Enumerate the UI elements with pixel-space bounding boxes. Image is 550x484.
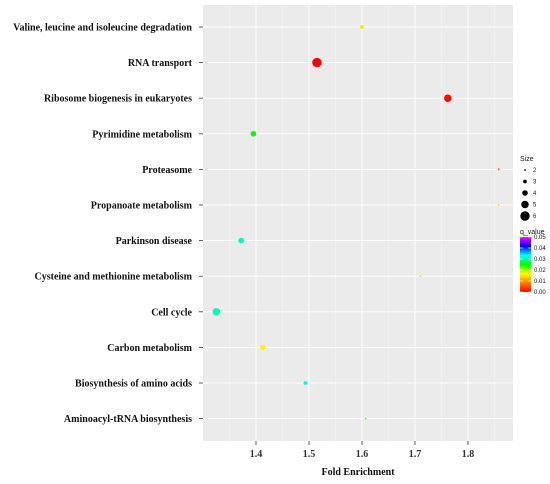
category-label: Cysteine and methionine metabolism	[35, 272, 193, 283]
data-points	[212, 25, 500, 420]
data-point	[212, 308, 220, 316]
q-value-label: 0.01	[534, 279, 546, 285]
data-point	[238, 237, 244, 244]
size-legend-key	[520, 211, 530, 221]
category-label: Parkinson disease	[116, 236, 193, 247]
size-legend-key	[524, 169, 526, 171]
y-axis-ticks	[199, 26, 203, 420]
size-legend-key	[521, 200, 529, 209]
x-tick-label: 1.5	[303, 449, 316, 460]
size-legend-key	[522, 190, 528, 196]
size-legend: Size 2 3 4 5 6	[520, 156, 537, 221]
x-tick-label: 1.7	[409, 449, 422, 460]
size-legend-key	[523, 179, 527, 184]
q-value-label: 0.02	[534, 268, 546, 274]
category-label: Proteasome	[142, 165, 192, 176]
data-point	[360, 25, 364, 29]
x-axis-title: Fold Enrichment	[321, 467, 395, 478]
data-point	[419, 275, 422, 278]
size-legend-label: 6	[533, 214, 537, 220]
x-tick-label: 1.6	[356, 449, 369, 460]
q-value-colorbar	[520, 237, 531, 292]
data-point	[312, 57, 322, 68]
data-point	[260, 344, 266, 351]
size-legend-label: 4	[533, 191, 537, 197]
size-legend-label: 5	[533, 203, 537, 209]
q-value-label: 0.04	[534, 246, 546, 252]
data-point	[250, 131, 257, 137]
plot-panel	[203, 5, 513, 441]
category-label: Propanoate metabolism	[91, 201, 193, 212]
category-label: Aminoacyl-tRNA biosynthesis	[64, 414, 192, 425]
category-label: Biosynthesis of amino acids	[75, 379, 192, 390]
size-legend-label: 2	[533, 168, 537, 174]
data-point	[497, 168, 500, 171]
data-point	[303, 381, 308, 385]
category-label: RNA transport	[128, 58, 193, 69]
q-value-label: 0.00	[534, 290, 546, 296]
x-tick-label: 1.8	[462, 449, 475, 460]
data-point	[444, 94, 452, 102]
x-tick-label: 1.4	[250, 449, 263, 460]
grid-lines	[203, 5, 513, 441]
category-label: Valine, leucine and isoleucine degradati…	[13, 23, 192, 34]
x-axis-ticks: 1.4 1.5 1.6 1.7 1.8	[250, 441, 474, 460]
category-label: Cell cycle	[151, 307, 192, 318]
size-legend-label: 3	[533, 180, 537, 186]
q-value-label: 0.05	[534, 235, 546, 241]
q-value-legend: q_value 0.05 0.04 0.03 0.02 0.01 0.00	[520, 229, 546, 296]
category-labels: Valine, leucine and isoleucine degradati…	[13, 23, 192, 426]
data-point	[497, 204, 500, 206]
category-label: Pyrimidine metabolism	[92, 129, 192, 140]
category-label: Ribosome biogenesis in eukaryotes	[44, 94, 192, 105]
q-value-legend-title: q_value	[520, 229, 545, 236]
q-value-label: 0.03	[534, 257, 546, 263]
category-label: Carbon metabolism	[107, 343, 192, 354]
data-point	[364, 417, 367, 420]
size-legend-title: Size	[520, 156, 534, 163]
